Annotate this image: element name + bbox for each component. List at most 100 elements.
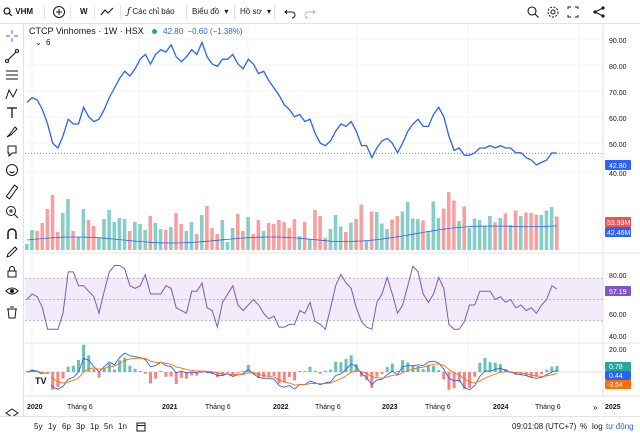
log-toggle[interactable]: log xyxy=(592,422,603,431)
undo-button[interactable] xyxy=(284,4,296,20)
fullscreen-button[interactable] xyxy=(566,4,580,20)
separator xyxy=(44,5,45,19)
time-axis[interactable]: 2020 Tháng 6 2021 Tháng 6 2022 Tháng 6 2… xyxy=(27,404,621,411)
range-button-3m[interactable]: 3p xyxy=(76,422,85,431)
range-button-1d[interactable]: 1n xyxy=(118,422,127,431)
macd-histogram-bar xyxy=(272,372,276,376)
volume-bar xyxy=(421,220,425,250)
volume-bar xyxy=(344,232,348,250)
volume-bar xyxy=(76,237,81,250)
indicators-button[interactable]: ƒ Các chỉ báo xyxy=(127,4,175,20)
quick-search-button[interactable] xyxy=(526,4,540,20)
volume-bar xyxy=(333,215,338,250)
volume-bar xyxy=(462,206,466,250)
range-button-6m[interactable]: 6p xyxy=(62,422,71,431)
chart-type-dropdown[interactable]: Biểu đồ ▾ xyxy=(192,4,228,20)
profile-dropdown[interactable]: Hồ sơ ▾ xyxy=(240,4,271,20)
macd-line-label: 0.44 xyxy=(609,373,623,380)
volume-bar xyxy=(313,210,317,250)
macd-histogram-bar xyxy=(267,372,271,376)
volume-bar xyxy=(493,222,497,250)
stay-drawing-tool[interactable] xyxy=(4,244,20,260)
rsi-tick: 40.00 xyxy=(609,334,627,341)
chevron-down-icon: ⌄ xyxy=(35,38,42,47)
macd-histogram-bar xyxy=(190,372,194,376)
remove-drawings-tool[interactable] xyxy=(4,304,20,320)
hide-drawings-tool[interactable] xyxy=(4,283,20,299)
range-button-1m[interactable]: 1p xyxy=(90,422,99,431)
percent-toggle[interactable]: % xyxy=(580,422,588,431)
volume-bar xyxy=(359,204,364,250)
compare-button[interactable] xyxy=(52,4,66,20)
fib-tool[interactable] xyxy=(4,67,20,83)
crosshair-tool[interactable] xyxy=(4,28,20,44)
crosshair-icon xyxy=(6,30,18,42)
volume-bar xyxy=(472,218,477,250)
volume-bar xyxy=(338,226,343,250)
price-tick: 60.00 xyxy=(609,116,627,123)
brush-tool[interactable] xyxy=(4,124,20,140)
macd-histogram-bar xyxy=(442,372,446,380)
volume-bar xyxy=(292,219,297,250)
interval-button[interactable]: W xyxy=(80,7,88,16)
note-tool[interactable] xyxy=(4,143,20,159)
macd-histogram-bar xyxy=(128,365,132,372)
volume-bar xyxy=(30,230,34,250)
macd-histogram-bar xyxy=(339,362,343,372)
clock-time[interactable]: 09:01:08 (UTC+7) xyxy=(512,422,577,431)
volume-bar xyxy=(215,234,219,250)
volume-bar xyxy=(158,229,163,250)
macd-histogram-bar xyxy=(334,361,338,372)
emoji-tool[interactable] xyxy=(4,162,20,178)
macd-histogram-bar xyxy=(354,364,358,372)
share-button[interactable] xyxy=(592,4,606,20)
macd-histogram-bar xyxy=(401,360,405,372)
price-scale[interactable]: 90.00 80.00 70.00 60.00 50.00 40.00 42.8… xyxy=(25,24,640,397)
chart-style-button[interactable] xyxy=(100,4,114,20)
volume-bar xyxy=(148,216,153,250)
ruler-tool[interactable] xyxy=(4,184,20,200)
macd-tick: 20.00 xyxy=(609,347,627,354)
volume-bar xyxy=(133,222,137,250)
price-tick: 50.00 xyxy=(609,142,627,149)
auto-scale-toggle[interactable]: tự động xyxy=(606,422,634,431)
range-button-1y[interactable]: 1y xyxy=(48,422,57,431)
volume-bar xyxy=(282,222,286,250)
volume-bar xyxy=(261,231,266,250)
settings-button[interactable] xyxy=(546,4,560,20)
macd-histogram-bar xyxy=(174,372,178,385)
macd-histogram-bar xyxy=(298,371,302,372)
lock-drawings-tool[interactable] xyxy=(4,264,20,280)
zoom-tool[interactable] xyxy=(4,204,20,220)
redo-button[interactable] xyxy=(304,4,316,20)
chart-type-label: Biểu đồ xyxy=(192,7,220,16)
goto-realtime-button[interactable]: » xyxy=(593,403,597,412)
fx-icon: ƒ xyxy=(127,7,131,17)
chart-canvas[interactable]: 90.00 80.00 70.00 60.00 50.00 40.00 42.8… xyxy=(25,24,640,416)
rsi-pane xyxy=(25,265,603,331)
macd-histogram-bar xyxy=(257,372,261,378)
rsi-value-label: 57.19 xyxy=(609,289,627,296)
text-tool[interactable] xyxy=(4,105,20,121)
chart-area[interactable]: 90.00 80.00 70.00 60.00 50.00 40.00 42.8… xyxy=(25,24,640,416)
volume-bar xyxy=(555,216,559,250)
pattern-tool[interactable] xyxy=(4,86,20,102)
macd-histogram-bar xyxy=(107,363,111,372)
date-range-button[interactable] xyxy=(136,420,146,434)
indicators-toggle[interactable]: ⌄ 6 xyxy=(35,38,50,47)
macd-histogram-bar xyxy=(56,372,60,387)
symbol-search[interactable]: VHM xyxy=(3,4,33,20)
range-button-5y[interactable]: 5y xyxy=(34,422,43,431)
search-icon xyxy=(526,4,540,20)
bottom-toolbar: 5y 1y 6p 3p 1p 5n 1n 09:01:08 (UTC+7) % … xyxy=(0,416,640,436)
volume-bar xyxy=(266,223,271,250)
magnet-tool[interactable] xyxy=(4,226,20,242)
macd-histogram-bar xyxy=(61,372,65,379)
range-button-5d[interactable]: 5n xyxy=(104,422,113,431)
macd-line-tag xyxy=(605,371,631,380)
trendline-tool[interactable] xyxy=(4,48,20,64)
volume-bar xyxy=(25,244,29,250)
macd-histogram-bar xyxy=(416,366,420,372)
time-tick: 2022 xyxy=(273,404,289,411)
tradingview-logo[interactable]: TV xyxy=(33,374,51,386)
